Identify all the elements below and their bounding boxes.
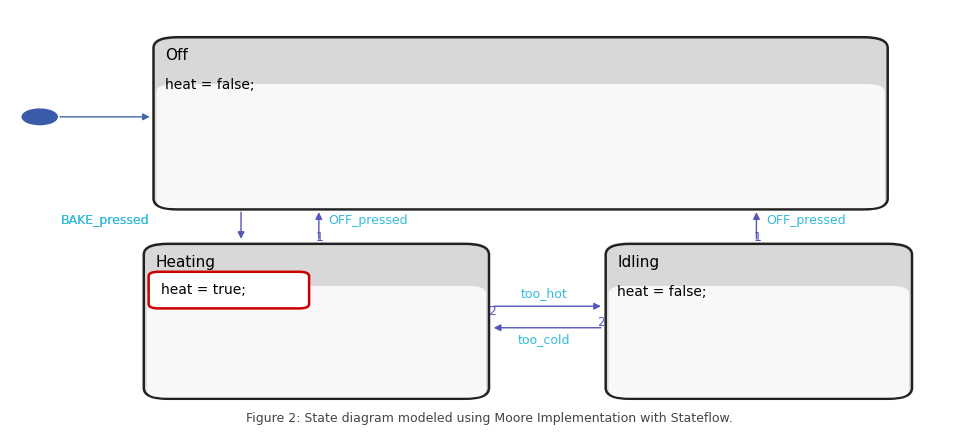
Circle shape xyxy=(22,109,58,125)
Text: too_hot: too_hot xyxy=(521,287,568,300)
Text: too_cold: too_cold xyxy=(518,333,571,346)
Text: 1: 1 xyxy=(316,231,323,244)
Text: OFF_pressed: OFF_pressed xyxy=(328,214,407,227)
FancyBboxPatch shape xyxy=(605,244,912,399)
FancyBboxPatch shape xyxy=(156,84,884,208)
Text: 2: 2 xyxy=(596,316,604,329)
Text: BAKE_pressed: BAKE_pressed xyxy=(61,214,149,227)
Text: heat = false;: heat = false; xyxy=(616,285,706,299)
Text: Off: Off xyxy=(165,48,188,63)
Text: heat = true;: heat = true; xyxy=(161,283,246,297)
FancyBboxPatch shape xyxy=(149,272,309,308)
Text: Idling: Idling xyxy=(616,255,658,269)
FancyBboxPatch shape xyxy=(147,286,486,398)
FancyBboxPatch shape xyxy=(144,244,488,399)
Text: Heating: Heating xyxy=(155,255,215,269)
Text: Figure 2: State diagram modeled using Moore Implementation with Stateflow.: Figure 2: State diagram modeled using Mo… xyxy=(245,412,732,425)
Text: 1: 1 xyxy=(752,231,760,244)
Text: BAKE_pressed: BAKE_pressed xyxy=(61,214,149,227)
Text: heat = false;: heat = false; xyxy=(165,78,254,92)
Text: OFF_pressed: OFF_pressed xyxy=(765,214,845,227)
FancyBboxPatch shape xyxy=(608,286,909,398)
FancyBboxPatch shape xyxy=(153,37,887,209)
Text: 2: 2 xyxy=(488,305,495,318)
